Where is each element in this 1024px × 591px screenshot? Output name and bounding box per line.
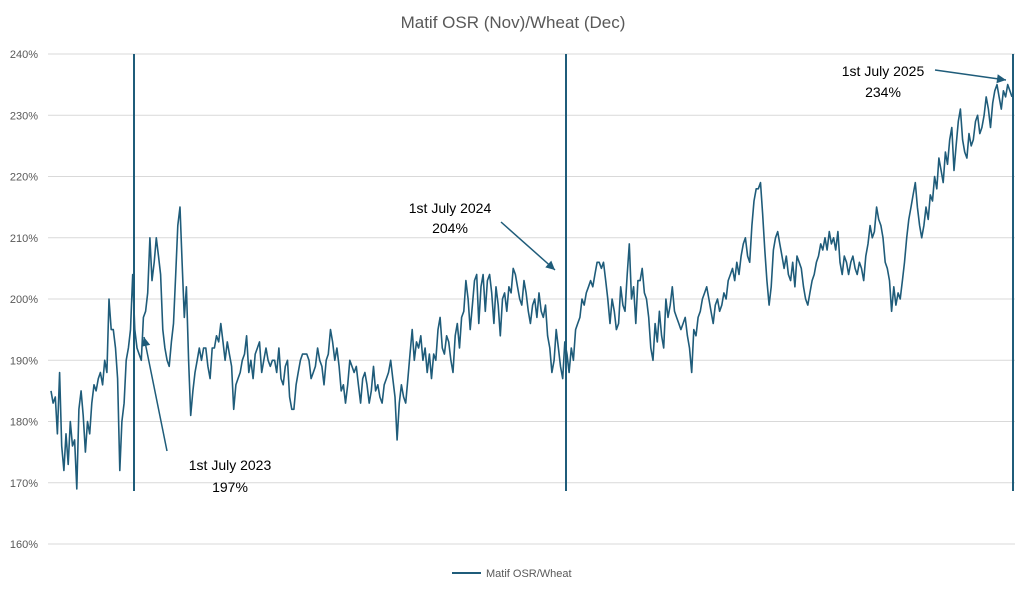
y-tick-label: 190% [10,355,38,367]
legend: Matif OSR/Wheat [452,568,572,580]
annotation-2024-value: 204% [432,220,468,236]
y-tick-label: 220% [10,172,38,184]
annotation-2025-date: 1st July 2025 [842,63,925,79]
y-tick-label: 240% [10,49,38,61]
legend-label: Matif OSR/Wheat [486,568,572,580]
y-tick-label: 160% [10,539,38,551]
annotation-arrows [141,69,1007,452]
annotation-2025-value: 234% [865,84,901,100]
y-tick-label: 230% [10,110,38,122]
y-tick-label: 180% [10,417,38,429]
y-tick-label: 210% [10,233,38,245]
arrow-2023 [141,336,168,452]
y-tick-label: 200% [10,294,38,306]
date-marker-lines [133,54,1014,491]
grid-lines [48,53,1015,545]
y-tick-label: 170% [10,478,38,490]
y-axis-tick-labels: 160% 170% 180% 190% 200% 210% 220% 230% 240% [10,49,38,551]
series-line-matif-osr-wheat [50,83,1013,490]
annotations: 1st July 2023 197% 1st July 2024 204% 1s… [189,63,925,495]
arrow-2024 [500,221,556,271]
annotation-2023-value: 197% [212,479,248,495]
annotation-2024-date: 1st July 2024 [409,200,492,216]
annotation-2023-date: 1st July 2023 [189,457,272,473]
chart-title: Matif OSR (Nov)/Wheat (Dec) [401,13,626,32]
arrow-2025 [934,69,1007,84]
